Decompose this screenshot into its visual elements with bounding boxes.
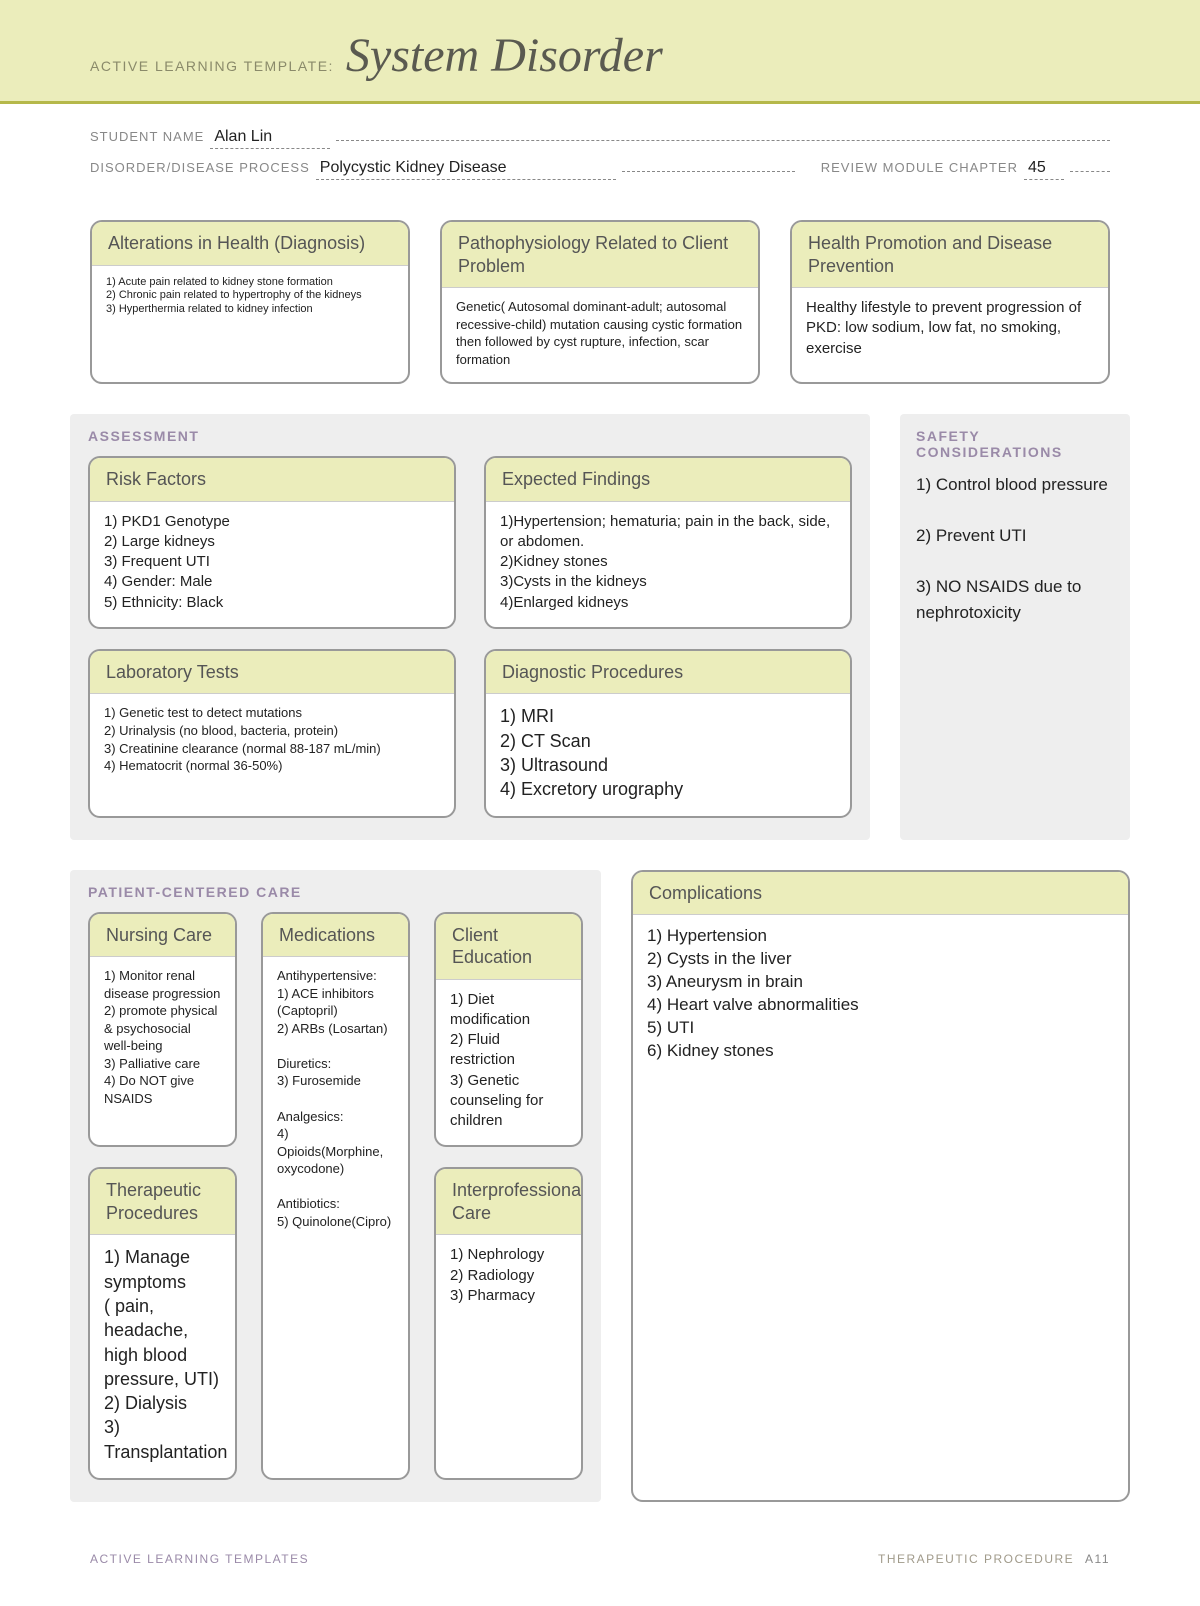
therapeutic-procedures-card: Therapeutic Procedures 1) Manage symptom… [88,1167,237,1480]
alterations-body: 1) Acute pain related to kidney stone fo… [92,266,408,331]
risk-factors-body: 1) PKD1 Genotype 2) Large kidneys 3) Fre… [90,502,454,627]
diagnostic-procedures-title: Diagnostic Procedures [486,651,850,695]
underline-fill [622,159,795,172]
health-promotion-title: Health Promotion and Disease Prevention [792,222,1108,288]
footer-right-label: THERAPEUTIC PROCEDURE [878,1552,1074,1566]
health-promotion-body: Healthy lifestyle to prevent progression… [792,288,1108,373]
alterations-card: Alterations in Health (Diagnosis) 1) Acu… [90,220,410,384]
underline-fill [1070,159,1110,172]
disorder-value: Polycystic Kidney Disease [316,159,616,180]
laboratory-tests-title: Laboratory Tests [90,651,454,695]
student-name-label: STUDENT NAME [90,129,204,144]
chapter-value: 45 [1024,159,1064,180]
top-row: Alterations in Health (Diagnosis) 1) Acu… [70,220,1130,384]
safety-section: SAFETY CONSIDERATIONS 1) Control blood p… [900,414,1130,839]
banner-title: System Disorder [346,28,663,83]
nursing-care-title: Nursing Care [90,914,235,958]
safety-heading: SAFETY CONSIDERATIONS [916,428,1114,460]
medications-title: Medications [263,914,408,958]
content: Alterations in Health (Diagnosis) 1) Acu… [0,200,1200,1502]
pathophysiology-body: Genetic( Autosomal dominant-adult; autos… [442,288,758,382]
client-education-body: 1) Diet modification 2) Fluid restrictio… [436,980,581,1146]
footer-left: ACTIVE LEARNING TEMPLATES [90,1552,309,1566]
chapter-label: REVIEW MODULE CHAPTER [821,160,1018,175]
complications-card: Complications 1) Hypertension 2) Cysts i… [631,870,1130,1502]
expected-findings-body: 1)Hypertension; hematuria; pain in the b… [486,502,850,627]
footer: ACTIVE LEARNING TEMPLATES THERAPEUTIC PR… [0,1502,1200,1566]
nursing-care-card: Nursing Care 1) Monitor renal disease pr… [88,912,237,1148]
interprofessional-care-title: Interprofessional Care [436,1169,581,1235]
footer-page: A11 [1085,1552,1110,1566]
risk-factors-title: Risk Factors [90,458,454,502]
student-name-value: Alan Lin [210,128,330,149]
laboratory-tests-card: Laboratory Tests 1) Genetic test to dete… [88,649,456,818]
banner: ACTIVE LEARNING TEMPLATE: System Disorde… [0,0,1200,104]
medications-body: Antihypertensive: 1) ACE inhibitors (Cap… [263,957,408,1244]
footer-right: THERAPEUTIC PROCEDURE A11 [878,1552,1110,1566]
client-education-title: Client Education [436,914,581,980]
therapeutic-procedures-title: Therapeutic Procedures [90,1169,235,1235]
banner-label: ACTIVE LEARNING TEMPLATE: [90,58,334,74]
header-fields: STUDENT NAME Alan Lin DISORDER/DISEASE P… [0,104,1200,200]
disorder-label: DISORDER/DISEASE PROCESS [90,160,310,175]
alterations-title: Alterations in Health (Diagnosis) [92,222,408,266]
medications-card: Medications Antihypertensive: 1) ACE inh… [261,912,410,1480]
safety-body: 1) Control blood pressure 2) Prevent UTI… [916,472,1114,625]
health-promotion-card: Health Promotion and Disease Prevention … [790,220,1110,384]
pathophysiology-card: Pathophysiology Related to Client Proble… [440,220,760,384]
risk-factors-card: Risk Factors 1) PKD1 Genotype 2) Large k… [88,456,456,629]
pathophysiology-title: Pathophysiology Related to Client Proble… [442,222,758,288]
therapeutic-procedures-body: 1) Manage symptoms ( pain, headache, hig… [90,1235,235,1478]
complications-title: Complications [633,872,1128,916]
assessment-section: ASSESSMENT Risk Factors 1) PKD1 Genotype… [70,414,870,839]
complications-body: 1) Hypertension 2) Cysts in the liver 3)… [633,915,1128,1077]
interprofessional-care-body: 1) Nephrology 2) Radiology 3) Pharmacy [436,1235,581,1320]
client-education-card: Client Education 1) Diet modification 2)… [434,912,583,1148]
page: ACTIVE LEARNING TEMPLATE: System Disorde… [0,0,1200,1606]
expected-findings-card: Expected Findings 1)Hypertension; hematu… [484,456,852,629]
assessment-heading: ASSESSMENT [88,428,852,444]
assessment-row: ASSESSMENT Risk Factors 1) PKD1 Genotype… [70,414,1130,839]
pcc-section: PATIENT-CENTERED CARE Nursing Care 1) Mo… [70,870,601,1502]
interprofessional-care-card: Interprofessional Care 1) Nephrology 2) … [434,1167,583,1480]
laboratory-tests-body: 1) Genetic test to detect mutations 2) U… [90,694,454,788]
nursing-care-body: 1) Monitor renal disease progression 2) … [90,957,235,1121]
diagnostic-procedures-body: 1) MRI 2) CT Scan 3) Ultrasound 4) Excre… [486,694,850,815]
underline-fill [336,128,1110,141]
diagnostic-procedures-card: Diagnostic Procedures 1) MRI 2) CT Scan … [484,649,852,818]
pcc-heading: PATIENT-CENTERED CARE [88,884,583,900]
expected-findings-title: Expected Findings [486,458,850,502]
pcc-row: PATIENT-CENTERED CARE Nursing Care 1) Mo… [70,870,1130,1502]
